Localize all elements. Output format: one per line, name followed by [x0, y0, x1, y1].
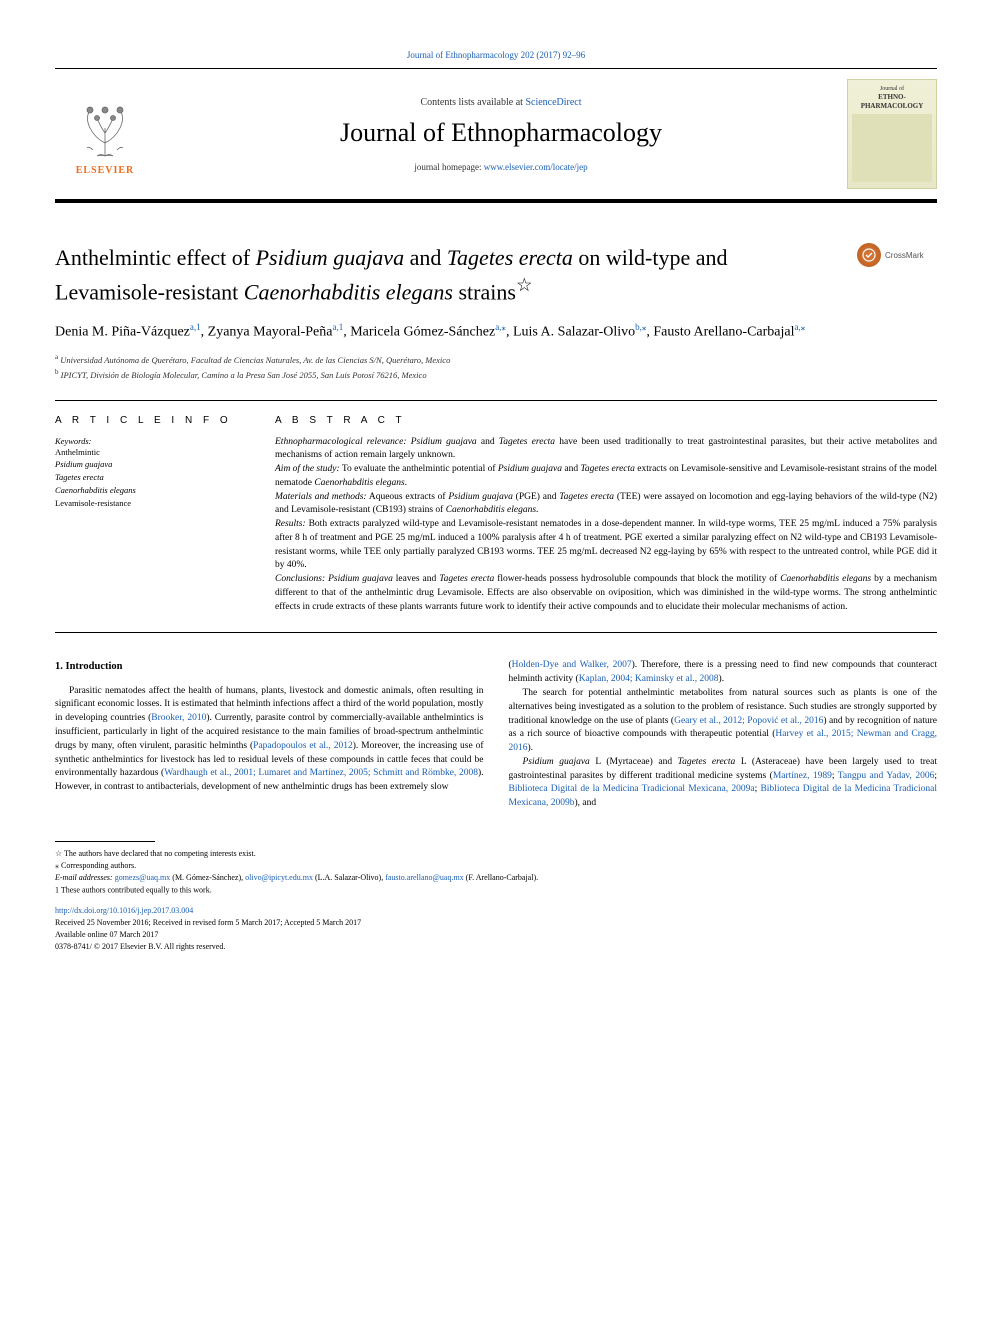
email2-link[interactable]: olivo@ipicyt.edu.mx — [245, 873, 313, 882]
journal-title: Journal of Ethnopharmacology — [155, 118, 847, 148]
title-star: ☆ — [516, 275, 532, 295]
publisher-wordmark: ELSEVIER — [76, 165, 135, 176]
footnote-equal: 1 These authors contributed equally to t… — [55, 884, 937, 897]
title-part2: and — [404, 245, 447, 270]
keyword-item: Psidium guajava — [55, 458, 250, 471]
abstract-label: A B S T R A C T — [275, 415, 937, 426]
footnote-emails: E-mail addresses: gomezs@uaq.mx (M. Góme… — [55, 872, 937, 884]
keyword-item: Tagetes erecta — [55, 471, 250, 484]
abstract-paragraph: Ethnopharmacological relevance: Psidium … — [275, 436, 937, 464]
journal-cover-thumb: Journal of ETHNO- PHARMACOLOGY — [847, 79, 937, 189]
body-col-left: 1. Introduction Parasitic nematodes affe… — [55, 659, 484, 810]
affiliation-b: b IPICYT, División de Biología Molecular… — [55, 367, 937, 382]
abstract-paragraph: Aim of the study: To evaluate the anthel… — [275, 463, 937, 491]
divider-bottom — [55, 632, 937, 633]
title-italic3: Caenorhabditis elegans — [244, 279, 453, 304]
crossmark-icon — [857, 243, 881, 267]
cover-title: Journal of ETHNO- PHARMACOLOGY — [861, 86, 924, 110]
email2-who: (L.A. Salazar-Olivo), — [313, 873, 385, 882]
affil-a-text: Universidad Autónoma de Querétaro, Facul… — [58, 355, 450, 365]
cover-body — [852, 114, 932, 182]
keyword-item: Levamisole-resistance — [55, 497, 250, 510]
abstract-paragraph: Materials and methods: Aqueous extracts … — [275, 491, 937, 519]
article-info-label: A R T I C L E I N F O — [55, 415, 250, 426]
body-paragraph: (Holden-Dye and Walker, 2007). Therefore… — [509, 659, 938, 687]
cover-line3: PHARMACOLOGY — [861, 102, 924, 110]
abstract-paragraph: Results: Both extracts paralyzed wild-ty… — [275, 518, 937, 573]
publisher-logo-block: ELSEVIER — [55, 93, 155, 176]
email3-link[interactable]: fausto.arellano@uaq.mx — [385, 873, 463, 882]
footnotes-block: ☆ The authors have declared that no comp… — [55, 848, 937, 897]
keyword-item: Anthelmintic — [55, 446, 250, 459]
received-line: Received 25 November 2016; Received in r… — [55, 918, 361, 927]
article-info-block: A R T I C L E I N F O Keywords: Anthelmi… — [55, 415, 250, 615]
crossmark-text: CrossMark — [885, 251, 924, 260]
title-part4: strains — [453, 279, 516, 304]
email1-link[interactable]: gomezs@uaq.mx — [115, 873, 171, 882]
sciencedirect-link[interactable]: ScienceDirect — [525, 97, 581, 108]
top-citation: Journal of Ethnopharmacology 202 (2017) … — [55, 50, 937, 60]
cover-line2: ETHNO- — [861, 93, 924, 101]
contents-available-line: Contents lists available at ScienceDirec… — [155, 97, 847, 108]
cover-line1: Journal of — [861, 86, 924, 93]
section1-heading: 1. Introduction — [55, 659, 484, 674]
title-italic1: Psidium guajava — [256, 245, 405, 270]
affiliations: a Universidad Autónoma de Querétaro, Fac… — [55, 352, 937, 381]
abstract-body: Ethnopharmacological relevance: Psidium … — [275, 436, 937, 615]
authors-line: Denia M. Piña-Vázqueza,1, Zyanya Mayoral… — [55, 321, 937, 343]
email1-who: (M. Gómez-Sánchez), — [170, 873, 245, 882]
contents-prefix: Contents lists available at — [420, 97, 525, 108]
copyright-line: 0378-8741/ © 2017 Elsevier B.V. All righ… — [55, 942, 225, 951]
doi-link[interactable]: http://dx.doi.org/10.1016/j.jep.2017.03.… — [55, 906, 193, 915]
keywords-list: AnthelminticPsidium guajavaTagetes erect… — [55, 446, 250, 510]
body-paragraph: Parasitic nematodes affect the health of… — [55, 685, 484, 795]
available-line: Available online 07 March 2017 — [55, 930, 158, 939]
article-title: Anthelmintic effect of Psidium guajava a… — [55, 243, 837, 307]
header-center: Contents lists available at ScienceDirec… — [155, 97, 847, 172]
title-italic2: Tagetes erecta — [447, 245, 573, 270]
footnote-corresponding: ⁎ Corresponding authors. — [55, 860, 937, 872]
homepage-link[interactable]: www.elsevier.com/locate/jep — [484, 162, 588, 172]
body-paragraph: Psidium guajava L (Myrtaceae) and Tagete… — [509, 756, 938, 811]
keyword-item: Caenorhabditis elegans — [55, 484, 250, 497]
emails-label: E-mail addresses: — [55, 873, 115, 882]
body-paragraph: The search for potential anthelmintic me… — [509, 687, 938, 756]
crossmark-badge[interactable]: CrossMark — [857, 243, 937, 267]
journal-header-band: ELSEVIER Contents lists available at Sci… — [55, 68, 937, 203]
body-columns: 1. Introduction Parasitic nematodes affe… — [55, 659, 937, 810]
abstract-paragraph: Conclusions: Psidium guajava leaves and … — [275, 573, 937, 614]
affiliation-a: a Universidad Autónoma de Querétaro, Fac… — [55, 352, 937, 367]
keywords-label: Keywords: — [55, 436, 250, 446]
footnote-separator — [55, 841, 155, 842]
email3-who: (F. Arellano-Carbajal). — [464, 873, 538, 882]
affil-b-text: IPICYT, División de Biología Molecular, … — [59, 370, 427, 380]
body-col-right: (Holden-Dye and Walker, 2007). Therefore… — [509, 659, 938, 810]
title-part1: Anthelmintic effect of — [55, 245, 256, 270]
abstract-block: A B S T R A C T Ethnopharmacological rel… — [275, 415, 937, 615]
divider-top — [55, 400, 937, 401]
elsevier-tree-icon — [70, 93, 140, 163]
doi-block: http://dx.doi.org/10.1016/j.jep.2017.03.… — [55, 905, 937, 953]
homepage-line: journal homepage: www.elsevier.com/locat… — [155, 162, 847, 172]
footnote-star: ☆ The authors have declared that no comp… — [55, 848, 937, 860]
homepage-prefix: journal homepage: — [414, 162, 483, 172]
